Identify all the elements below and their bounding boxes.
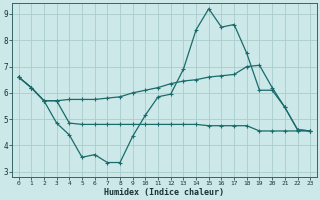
- X-axis label: Humidex (Indice chaleur): Humidex (Indice chaleur): [104, 188, 224, 197]
